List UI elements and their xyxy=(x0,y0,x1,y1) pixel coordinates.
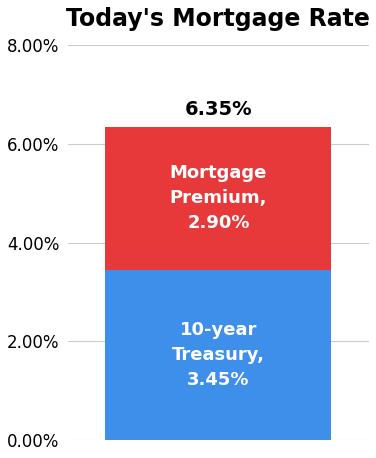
Text: Mortgage
Premium,
2.90%: Mortgage Premium, 2.90% xyxy=(170,164,267,232)
Bar xyxy=(105,270,331,440)
Title: Today's Mortgage Rate: Today's Mortgage Rate xyxy=(67,7,370,31)
Text: 6.35%: 6.35% xyxy=(185,100,252,120)
Bar xyxy=(105,127,331,270)
Text: 10-year
Treasury,
3.45%: 10-year Treasury, 3.45% xyxy=(172,321,265,389)
